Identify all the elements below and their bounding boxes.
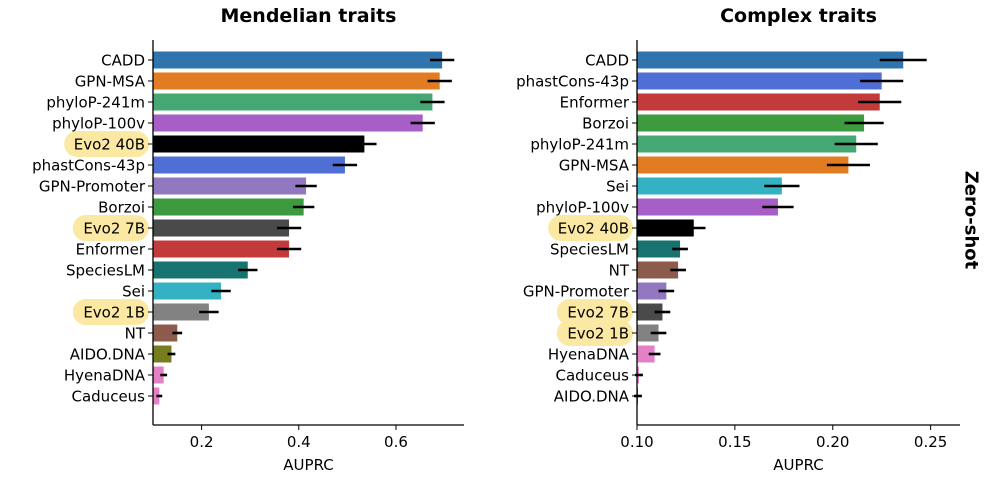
category-label: Evo2 1B: [567, 325, 629, 343]
category-label: GPN-MSA: [559, 157, 630, 175]
category-label: phyloP-241m: [46, 94, 145, 112]
category-label: AIDO.DNA: [554, 388, 630, 406]
category-label: CADD: [101, 52, 145, 70]
bar: [153, 282, 222, 300]
category-label: GPN-MSA: [75, 73, 146, 91]
x-axis-label: AUPRC: [773, 456, 823, 474]
x-tick-label: 0.20: [816, 433, 849, 451]
category-label: Evo2 7B: [567, 304, 629, 322]
x-tick-label: 0.2: [190, 433, 214, 451]
category-label: Evo2 7B: [83, 220, 145, 238]
chart-title: Mendelian traits: [221, 5, 397, 27]
bar: [637, 345, 655, 363]
category-label: HyenaDNA: [548, 346, 630, 364]
bar: [637, 261, 679, 279]
highlight-pill: [556, 299, 633, 325]
bar: [637, 240, 681, 258]
bar: [153, 345, 172, 363]
category-label: Evo2 1B: [83, 304, 145, 322]
bar: [153, 324, 178, 342]
bar: [637, 156, 849, 174]
bar: [637, 324, 659, 342]
bar: [637, 303, 663, 321]
category-label: Borzoi: [582, 115, 629, 133]
category-label: Enformer: [560, 94, 630, 112]
category-label: SpeciesLM: [66, 262, 145, 280]
side-label-text: Zero-shot: [960, 170, 982, 270]
category-label: Enformer: [76, 241, 146, 259]
bar: [637, 93, 880, 111]
bar: [637, 114, 865, 132]
highlight-pill: [72, 299, 149, 325]
highlight-pill: [548, 215, 633, 241]
category-label: Evo2 40B: [558, 220, 629, 238]
side-label: Zero-shot: [946, 120, 996, 320]
bar: [153, 261, 248, 279]
bar: [153, 387, 160, 405]
bar: [153, 114, 423, 132]
category-label: phastCons-43p: [32, 157, 145, 175]
bar: [153, 366, 164, 384]
x-axis-label: AUPRC: [283, 456, 333, 474]
category-label: NT: [125, 325, 146, 343]
highlight-pill: [72, 215, 149, 241]
bar: [153, 198, 304, 216]
category-label: CADD: [585, 52, 629, 70]
bar: [637, 282, 667, 300]
chart-panel-1: Mendelian traits CADD GPN-MSA phyloP-241m ph…: [32, 5, 464, 474]
category-label: phyloP-100v: [536, 199, 629, 217]
bar: [153, 93, 433, 111]
category-label: Caduceus: [72, 388, 146, 406]
category-label: phastCons-43p: [516, 73, 629, 91]
x-tick-label: 0.15: [718, 433, 751, 451]
category-label: Sei: [606, 178, 629, 196]
bar: [153, 177, 307, 195]
x-tick-label: 0.25: [914, 433, 947, 451]
bar: [637, 135, 857, 153]
bar: [153, 303, 209, 321]
category-label: phyloP-241m: [530, 136, 629, 154]
category-label: SpeciesLM: [550, 241, 629, 259]
bar: [637, 198, 778, 216]
bar: [153, 240, 290, 258]
highlight-pill: [64, 131, 149, 157]
chart-panel-2: Complex traits CADD phastCons-43p Enformer B…: [516, 5, 960, 474]
bar: [637, 72, 882, 90]
x-tick-label: 0.4: [287, 433, 311, 451]
bar: [153, 219, 290, 237]
category-label: GPN-Promoter: [523, 283, 630, 301]
category-label: HyenaDNA: [64, 367, 146, 385]
category-label: Caduceus: [556, 367, 630, 385]
category-label: Evo2 40B: [74, 136, 145, 154]
bar: [637, 219, 694, 237]
bar: [637, 177, 782, 195]
bar: [153, 51, 443, 69]
category-label: NT: [609, 262, 630, 280]
bar: [153, 135, 365, 153]
x-tick-label: 0.10: [620, 433, 653, 451]
bar: [637, 51, 904, 69]
category-label: Borzoi: [98, 199, 145, 217]
category-label: Sei: [122, 283, 145, 301]
category-label: phyloP-100v: [52, 115, 145, 133]
bar: [153, 72, 440, 90]
category-label: GPN-Promoter: [39, 178, 146, 196]
bar: [153, 156, 345, 174]
category-label: AIDO.DNA: [70, 346, 146, 364]
x-tick-label: 0.6: [384, 433, 408, 451]
highlight-pill: [556, 320, 633, 346]
chart-title: Complex traits: [720, 5, 877, 27]
